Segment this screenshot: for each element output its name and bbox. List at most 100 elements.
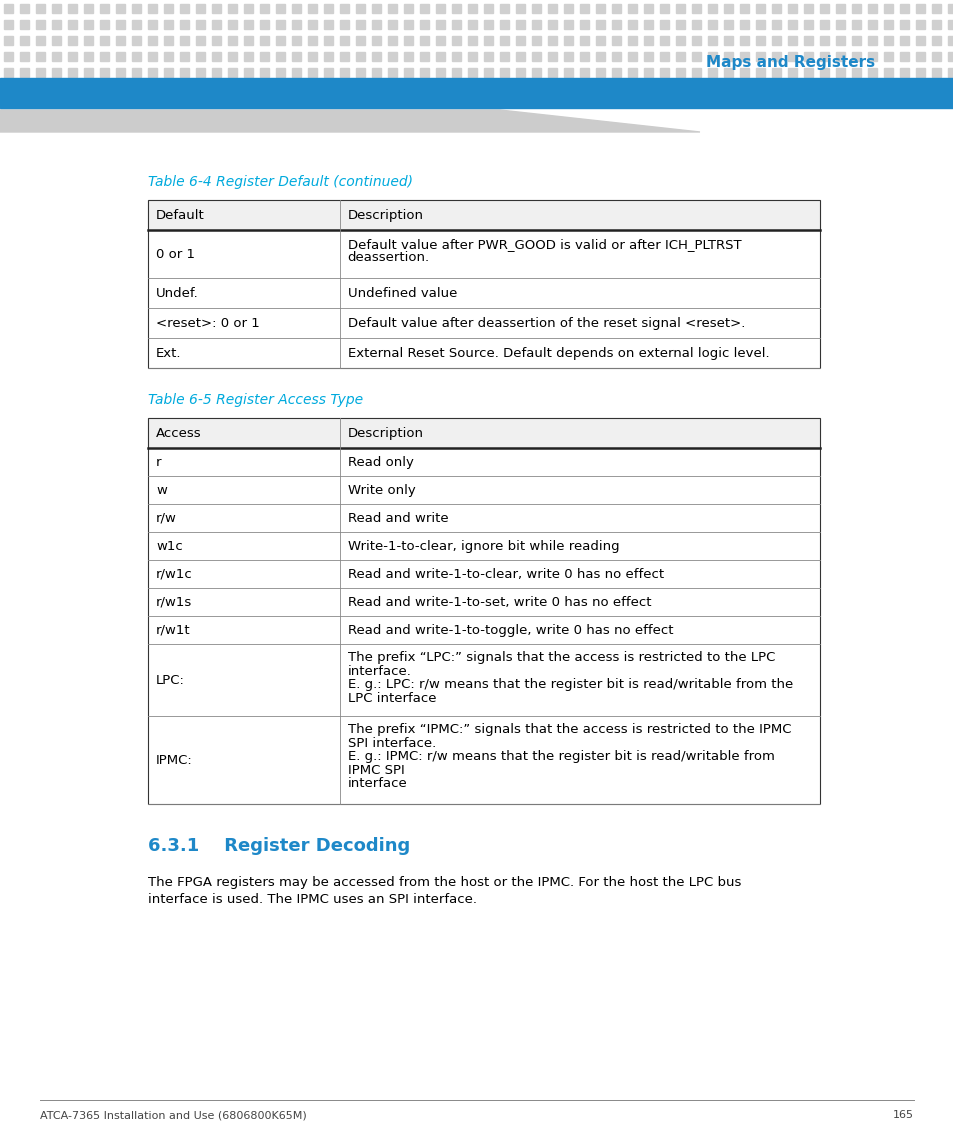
Bar	[596, 35, 604, 45]
Bar	[787, 68, 796, 77]
Bar	[468, 19, 476, 29]
Bar	[627, 84, 637, 93]
Bar	[740, 68, 748, 77]
Bar	[483, 84, 493, 93]
Bar	[132, 3, 141, 13]
Bar	[820, 84, 828, 93]
Bar	[835, 68, 844, 77]
Bar	[436, 3, 444, 13]
Bar	[275, 84, 285, 93]
Bar	[915, 35, 924, 45]
Bar	[547, 68, 557, 77]
Bar	[563, 84, 573, 93]
Bar	[516, 52, 524, 61]
Bar	[180, 35, 189, 45]
Bar	[547, 19, 557, 29]
Bar	[707, 35, 717, 45]
Text: Undef.: Undef.	[156, 286, 198, 300]
Bar	[164, 3, 172, 13]
Text: Read and write-1-to-clear, write 0 has no effect: Read and write-1-to-clear, write 0 has n…	[347, 568, 663, 581]
Text: Default value after PWR_GOOD is valid or after ICH_PLTRST: Default value after PWR_GOOD is valid or…	[347, 238, 740, 251]
Bar	[52, 84, 61, 93]
Bar	[579, 19, 588, 29]
Bar	[547, 84, 557, 93]
Bar	[931, 84, 940, 93]
Bar	[532, 52, 540, 61]
Bar	[4, 35, 13, 45]
Bar	[803, 3, 812, 13]
Bar	[563, 68, 573, 77]
Bar	[355, 3, 365, 13]
Bar	[36, 3, 45, 13]
Text: r/w: r/w	[156, 512, 176, 524]
Bar	[740, 19, 748, 29]
Bar	[643, 52, 652, 61]
Bar	[563, 19, 573, 29]
Bar	[707, 68, 717, 77]
Bar	[148, 418, 820, 448]
Bar	[915, 19, 924, 29]
Bar	[20, 84, 29, 93]
Bar	[947, 52, 953, 61]
Bar	[292, 68, 301, 77]
Bar	[627, 35, 637, 45]
Bar	[84, 52, 92, 61]
Bar	[787, 35, 796, 45]
Bar	[803, 35, 812, 45]
Bar	[771, 68, 781, 77]
Bar	[339, 52, 349, 61]
Bar	[132, 35, 141, 45]
Bar	[260, 35, 269, 45]
Bar	[372, 3, 380, 13]
Bar	[164, 35, 172, 45]
Bar	[452, 3, 460, 13]
Bar	[915, 3, 924, 13]
Bar	[100, 19, 109, 29]
Text: deassertion.: deassertion.	[347, 251, 429, 264]
Bar	[516, 19, 524, 29]
Bar	[803, 19, 812, 29]
Polygon shape	[0, 110, 700, 132]
Bar	[403, 68, 413, 77]
Bar	[803, 52, 812, 61]
Bar	[180, 52, 189, 61]
Bar	[260, 52, 269, 61]
Bar	[755, 19, 764, 29]
Bar	[4, 84, 13, 93]
Bar	[84, 68, 92, 77]
Text: 165: 165	[892, 1110, 913, 1120]
Bar	[483, 35, 493, 45]
Bar	[883, 19, 892, 29]
Bar	[787, 3, 796, 13]
Bar	[755, 35, 764, 45]
Bar	[308, 35, 316, 45]
Bar	[820, 35, 828, 45]
Bar	[947, 19, 953, 29]
Bar	[195, 3, 205, 13]
Bar	[499, 84, 509, 93]
Bar	[516, 68, 524, 77]
Bar	[867, 84, 876, 93]
Bar	[20, 3, 29, 13]
Bar	[547, 35, 557, 45]
Text: w1c: w1c	[156, 539, 183, 553]
Bar	[723, 3, 732, 13]
Bar	[596, 68, 604, 77]
Bar	[275, 3, 285, 13]
Text: Description: Description	[347, 208, 423, 221]
Bar	[308, 68, 316, 77]
Bar	[899, 35, 908, 45]
Bar	[883, 68, 892, 77]
Text: interface is used. The IPMC uses an SPI interface.: interface is used. The IPMC uses an SPI …	[148, 893, 476, 906]
Bar	[579, 3, 588, 13]
Bar	[148, 418, 820, 804]
Bar	[867, 3, 876, 13]
Bar	[867, 68, 876, 77]
Bar	[292, 19, 301, 29]
Bar	[419, 3, 429, 13]
Bar	[68, 35, 77, 45]
Bar	[499, 52, 509, 61]
Text: interface.: interface.	[347, 664, 411, 678]
Bar	[915, 52, 924, 61]
Bar	[228, 3, 236, 13]
